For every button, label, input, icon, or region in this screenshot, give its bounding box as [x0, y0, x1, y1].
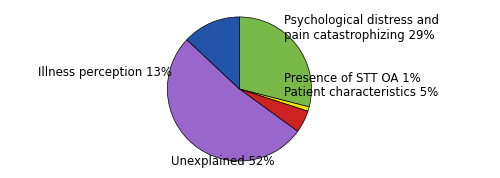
Text: Patient characteristics 5%: Patient characteristics 5% — [284, 86, 438, 99]
Wedge shape — [240, 89, 308, 131]
Text: Presence of STT OA 1%: Presence of STT OA 1% — [284, 72, 421, 85]
Text: Illness perception 13%: Illness perception 13% — [38, 66, 172, 78]
Wedge shape — [240, 17, 312, 107]
Wedge shape — [168, 40, 298, 161]
Wedge shape — [240, 89, 309, 111]
Text: Unexplained 52%: Unexplained 52% — [170, 155, 274, 168]
Wedge shape — [187, 17, 240, 89]
Text: Psychological distress and
pain catastrophizing 29%: Psychological distress and pain catastro… — [284, 14, 440, 42]
